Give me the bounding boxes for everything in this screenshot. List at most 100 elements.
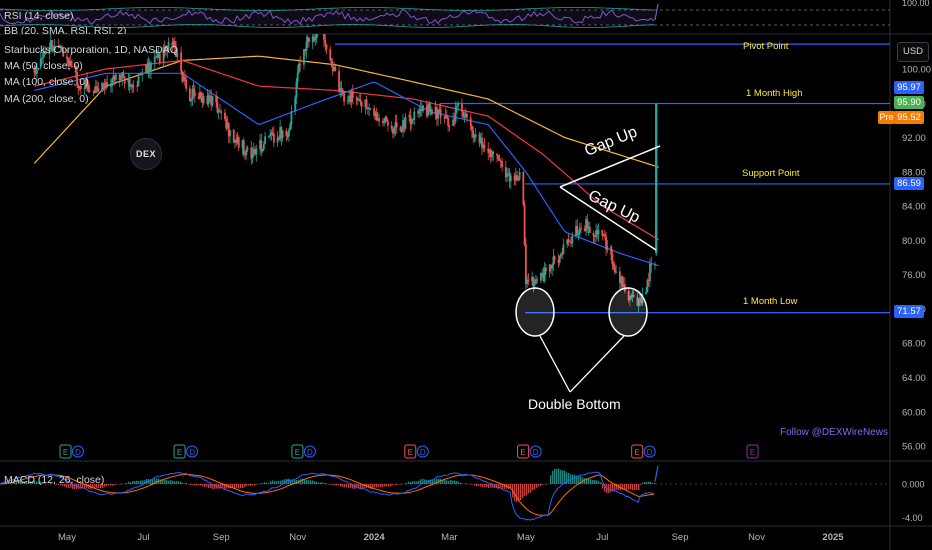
candle-body xyxy=(123,77,126,84)
macd-histogram-bar xyxy=(34,480,36,484)
candle-body xyxy=(136,85,139,87)
macd-histogram-bar xyxy=(392,484,394,486)
candle-body xyxy=(175,47,177,58)
macd-histogram-bar xyxy=(196,484,198,486)
earnings-letter: E xyxy=(295,448,300,457)
candle-body xyxy=(211,96,214,106)
candle-body xyxy=(488,149,491,153)
macd-histogram-bar xyxy=(538,484,540,487)
candle-body xyxy=(428,103,431,111)
candle-body xyxy=(551,264,554,269)
candle-body xyxy=(71,65,73,67)
macd-legend[interactable]: MACD (12, 26, close) xyxy=(4,474,105,486)
macd-histogram-bar xyxy=(184,483,186,484)
gap-up-line-lower xyxy=(559,186,657,251)
ma50-legend[interactable]: MA (50, close, 0) xyxy=(4,60,83,72)
candle-body xyxy=(325,44,328,50)
ma200-legend[interactable]: MA (200, close, 0) xyxy=(4,93,89,105)
macd-histogram-bar xyxy=(30,481,32,484)
candle-body xyxy=(224,112,226,120)
candle-body xyxy=(118,74,121,81)
candle-body xyxy=(645,291,648,295)
candle-body xyxy=(534,279,537,284)
candle-body xyxy=(180,52,182,72)
candle-body xyxy=(331,65,334,71)
rsi-band-fill xyxy=(0,10,655,25)
macd-histogram-bar xyxy=(350,484,352,488)
candle-body xyxy=(84,79,87,89)
candle-body xyxy=(349,95,352,103)
candle-body xyxy=(198,92,201,100)
level-lines xyxy=(335,43,890,314)
macd-histogram-bar xyxy=(260,483,262,484)
macd-histogram-bar xyxy=(156,478,158,484)
macd-histogram-bar xyxy=(340,484,342,487)
macd-histogram-bar xyxy=(94,484,96,489)
candle-body xyxy=(324,39,327,45)
candle-body xyxy=(469,117,472,127)
macd-histogram-bar xyxy=(284,479,286,484)
macd-histogram-bar xyxy=(134,481,136,484)
macd-histogram-bar xyxy=(516,484,518,503)
candle-body xyxy=(517,179,520,181)
macd-histogram-bar xyxy=(154,478,156,484)
candle-body xyxy=(43,51,46,53)
macd-histogram-bar xyxy=(532,484,534,491)
currency-button[interactable]: USD xyxy=(897,42,929,62)
earnings-icon xyxy=(173,444,186,459)
macd-histogram-bar xyxy=(42,482,44,484)
macd-histogram-bar xyxy=(592,479,594,484)
macd-histogram-bar xyxy=(290,479,292,484)
candle-body xyxy=(59,45,62,47)
macd-histogram-bar xyxy=(442,479,444,484)
macd-histogram-bar xyxy=(564,470,566,484)
macd-histogram-bar xyxy=(554,468,556,484)
candle-body xyxy=(360,101,363,108)
bb-legend[interactable]: BB (20, SMA, RSI, RSI, 2) xyxy=(4,25,127,37)
candle-body xyxy=(605,236,607,250)
candle-body xyxy=(393,128,396,134)
candle-body xyxy=(539,273,542,281)
candle-body xyxy=(209,95,211,97)
earnings-icon xyxy=(746,444,759,459)
macd-histogram-bar xyxy=(80,484,82,489)
candle-body xyxy=(384,117,387,121)
ma100-legend[interactable]: MA (100, close, 0) xyxy=(4,76,89,88)
macd-histogram-bar xyxy=(152,479,154,484)
candle-body xyxy=(479,137,482,143)
candle-body xyxy=(613,266,616,273)
candle-body xyxy=(413,111,416,120)
macd-histogram-bar xyxy=(412,481,414,484)
candle-body xyxy=(245,149,248,156)
candle-body xyxy=(439,109,442,118)
candle-body xyxy=(382,120,384,123)
macd-histogram-bar xyxy=(610,484,612,493)
candle-body xyxy=(377,118,379,121)
macd-histogram-bar xyxy=(86,484,88,489)
candle-body xyxy=(313,36,315,41)
macd-histogram-bar xyxy=(552,470,554,484)
macd-histogram-bar xyxy=(148,479,150,484)
candle-body xyxy=(280,127,283,139)
candle-body xyxy=(443,117,446,119)
symbol-title[interactable]: Starbucks Corporation, 1D, NASDAQ xyxy=(4,44,178,56)
macd-histogram-bar xyxy=(198,484,200,486)
macd-histogram-bar xyxy=(372,484,374,488)
candle-body xyxy=(182,76,185,82)
macd-histogram-bar xyxy=(524,484,526,497)
macd-histogram-bar xyxy=(646,482,648,484)
candle-body xyxy=(403,120,406,129)
candle-body xyxy=(587,226,590,229)
earnings-icon xyxy=(59,444,72,459)
rsi-legend[interactable]: RSI (14, close) xyxy=(4,10,74,22)
macd-histogram-bar xyxy=(64,484,66,487)
time-tick-label: 2025 xyxy=(822,532,844,543)
macd-histogram-bar xyxy=(462,483,464,485)
rsi-bb-upper xyxy=(0,7,655,11)
macd-histogram-bar xyxy=(448,480,450,484)
time-tick-label: 2024 xyxy=(364,532,386,543)
candle-body xyxy=(79,85,82,90)
candle-body xyxy=(87,85,90,91)
double-bottom-arrow-1 xyxy=(539,335,571,393)
candle-body xyxy=(355,97,358,100)
